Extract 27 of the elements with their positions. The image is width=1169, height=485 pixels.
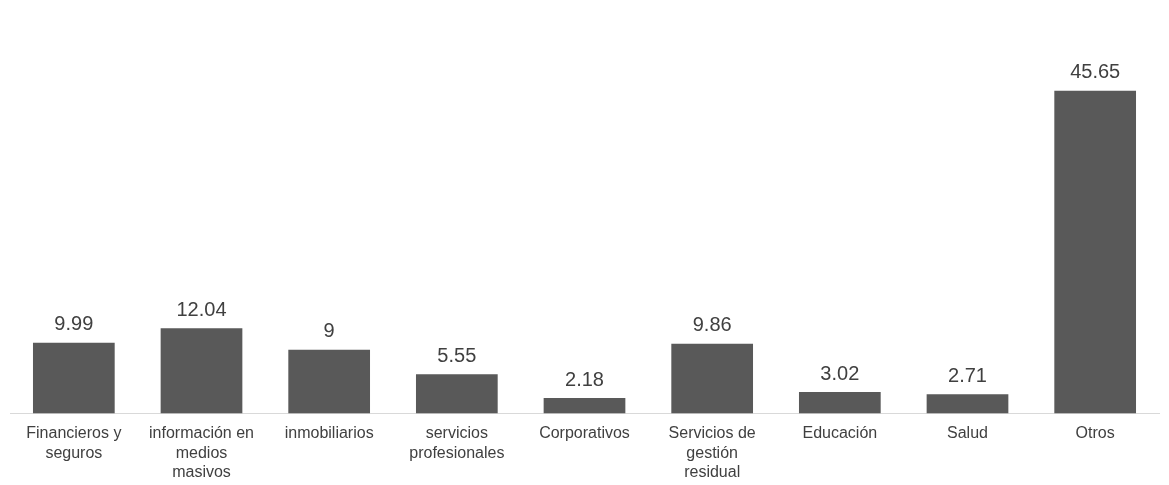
data-label: 5.55 xyxy=(437,343,477,366)
x-tick-label: Salud xyxy=(947,424,988,442)
data-label: 3.02 xyxy=(820,361,860,384)
bar xyxy=(671,343,754,414)
data-label: 12.04 xyxy=(176,297,227,320)
data-label: 2.71 xyxy=(948,363,987,386)
data-label: 2.18 xyxy=(565,367,604,390)
data-label: 9 xyxy=(323,319,335,342)
bar xyxy=(288,349,371,414)
bar xyxy=(415,374,498,414)
data-label: 45.65 xyxy=(1070,60,1121,83)
bar xyxy=(1054,90,1137,414)
x-tick-label: Otros xyxy=(1075,424,1115,442)
bar xyxy=(798,392,881,414)
bar xyxy=(32,342,115,414)
data-label: 9.86 xyxy=(692,313,732,336)
x-tick-label: Corporativos xyxy=(539,424,630,442)
x-tick-label: servicios profesionales xyxy=(409,424,505,461)
bar xyxy=(160,328,243,414)
x-tick-label: inmobiliarios xyxy=(284,424,374,442)
x-tick-label: Servicios de gestión residual xyxy=(668,424,756,480)
bar xyxy=(543,397,626,414)
x-tick-label: Financieros y seguros xyxy=(26,424,122,461)
x-tick-label: información en medios masivos xyxy=(149,424,254,480)
bar xyxy=(926,394,1009,414)
data-label: 9.99 xyxy=(54,312,94,335)
x-tick-label: Educación xyxy=(802,424,878,442)
